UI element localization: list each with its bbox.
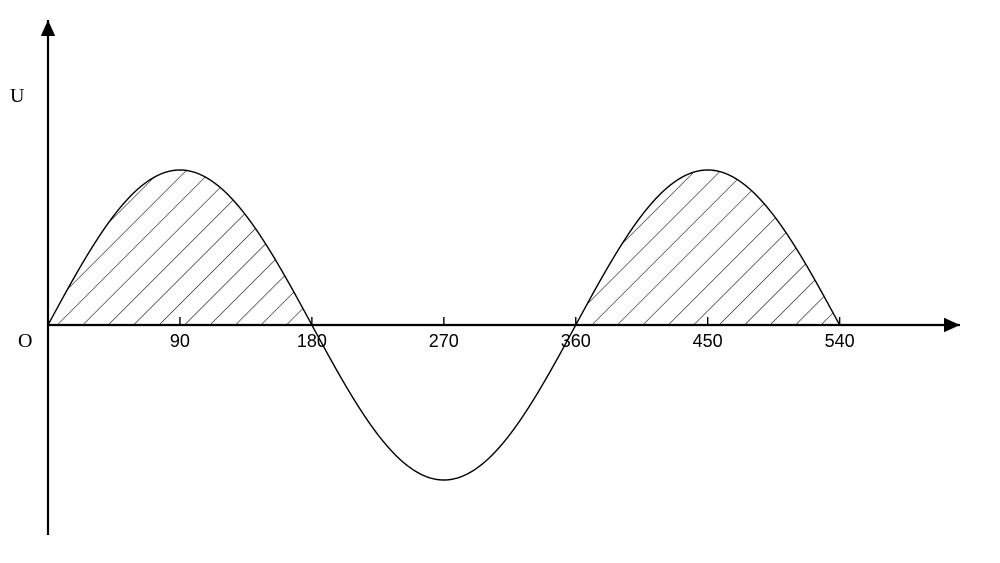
x-tick-label: 180	[297, 331, 327, 352]
shaded-lobe-1	[576, 170, 840, 325]
rectified-sine-diagram: U O 90 180 270 360 450 540	[0, 0, 1000, 563]
x-tick-label: 360	[561, 331, 591, 352]
y-axis-label: U	[10, 85, 24, 108]
x-axis-arrow	[944, 318, 960, 332]
origin-label: O	[18, 330, 32, 353]
x-tick-label: 270	[429, 331, 459, 352]
x-tick-label: 90	[170, 331, 190, 352]
x-tick-label: 450	[693, 331, 723, 352]
shaded-lobe-0	[48, 170, 312, 325]
y-axis-arrow	[41, 20, 55, 36]
x-tick-label: 540	[825, 331, 855, 352]
chart-svg	[0, 0, 1000, 563]
